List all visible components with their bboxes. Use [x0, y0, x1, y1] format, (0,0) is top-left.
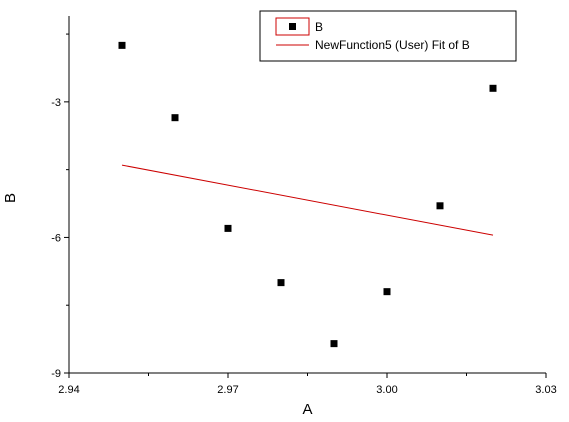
data-point — [436, 202, 444, 210]
x-tick-label: 3.03 — [535, 384, 556, 396]
data-point — [277, 279, 285, 287]
fit-line — [121, 164, 494, 236]
y-ticks: -3 -6 -9 — [51, 33, 69, 380]
data-point — [171, 114, 179, 122]
y-axis-label: B — [2, 193, 19, 203]
data-point — [489, 84, 497, 92]
data-point — [383, 288, 391, 296]
y-tick-label: -9 — [51, 368, 61, 380]
legend: B NewFunction5 (User) Fit of B — [259, 10, 517, 62]
x-ticks: 2.94 2.97 3.00 3.03 — [58, 373, 557, 396]
x-tick-label: 2.97 — [217, 384, 238, 396]
x-tick-label: 2.94 — [58, 384, 79, 396]
legend-box — [259, 10, 517, 62]
y-tick-label: -6 — [51, 232, 61, 244]
data-point — [330, 340, 338, 348]
legend-marker-frame — [275, 17, 310, 36]
legend-label-fit: NewFunction5 (User) Fit of B — [315, 38, 470, 52]
x-tick-label: 3.00 — [376, 384, 397, 396]
data-point — [118, 41, 126, 49]
legend-marker-b — [289, 23, 296, 30]
y-tick-label: -3 — [51, 97, 61, 109]
plot-area — [118, 41, 497, 348]
data-point — [224, 224, 232, 232]
x-axis-label: A — [302, 401, 312, 418]
legend-label-b: B — [315, 20, 323, 34]
